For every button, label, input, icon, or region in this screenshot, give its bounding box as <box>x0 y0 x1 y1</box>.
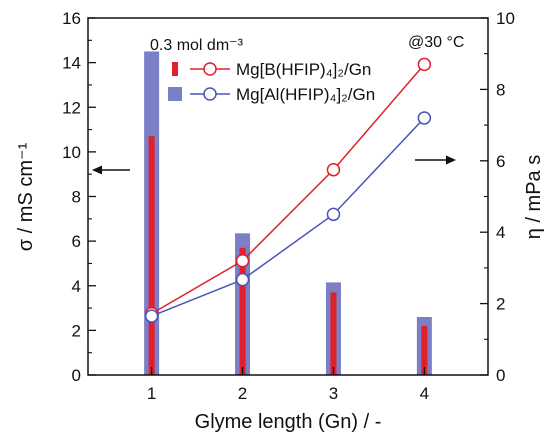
left-tick-label: 16 <box>62 9 81 28</box>
bar-b-3 <box>330 292 337 375</box>
x-tick-label: 1 <box>147 384 156 403</box>
tick-layer <box>88 17 488 376</box>
point-al-1 <box>144 309 159 323</box>
bar-layer <box>144 51 432 375</box>
x-tick-label: 4 <box>420 384 429 403</box>
legend-bar-swatch-b <box>172 62 178 76</box>
temperature-annotation: @30 °C <box>408 34 464 51</box>
left-tick-label: 0 <box>72 366 81 385</box>
left-tick-label: 12 <box>62 98 81 117</box>
concentration-annotation: 0.3 mol dm⁻³ <box>150 37 244 54</box>
left-axis-arrow <box>92 165 130 175</box>
right-tick-label: 8 <box>496 80 505 99</box>
x-tick-label: 2 <box>238 384 247 403</box>
legend-marker-b <box>203 62 217 76</box>
line-al <box>151 117 425 317</box>
x-tick-label: 3 <box>329 384 338 403</box>
legend: Mg[B(HFIP)₄]₂/Gn Mg[Al(HFIP)₄]₂/Gn <box>168 60 375 104</box>
left-tick-label: 6 <box>72 232 81 251</box>
bar-b-4 <box>421 325 428 375</box>
line-b <box>151 63 425 315</box>
legend-bar-swatch-al <box>168 87 182 101</box>
left-tick-label: 4 <box>72 277 81 296</box>
legend-label-b: Mg[B(HFIP)₄]₂/Gn <box>236 60 371 79</box>
x-axis-title: Glyme length (Gn) / - <box>195 411 382 433</box>
line-layer <box>144 57 432 323</box>
bar-b-2 <box>239 247 246 375</box>
point-b-2 <box>235 254 250 268</box>
right-tick-label: 2 <box>496 295 505 314</box>
right-tick-label: 6 <box>496 152 505 171</box>
bar-b-1 <box>148 136 155 375</box>
right-tick-label: 4 <box>496 223 505 242</box>
left-tick-label: 2 <box>72 321 81 340</box>
point-al-2 <box>235 272 250 287</box>
point-b-4 <box>417 57 432 72</box>
left-tick-label: 10 <box>62 143 81 162</box>
right-axis-arrow <box>415 155 456 165</box>
right-tick-label: 10 <box>496 9 515 28</box>
left-tick-label: 8 <box>72 188 81 207</box>
point-al-3 <box>326 207 341 222</box>
right-axis-title: η / mPa s <box>523 155 545 239</box>
legend-marker-al <box>203 87 217 101</box>
left-axis-title: σ / mS cm⁻¹ <box>15 142 37 251</box>
legend-label-al: Mg[Al(HFIP)₄]₂/Gn <box>236 85 375 104</box>
point-al-4 <box>417 111 432 125</box>
point-b-3 <box>326 162 341 177</box>
left-tick-label: 14 <box>62 54 81 73</box>
right-tick-label: 0 <box>496 366 505 385</box>
